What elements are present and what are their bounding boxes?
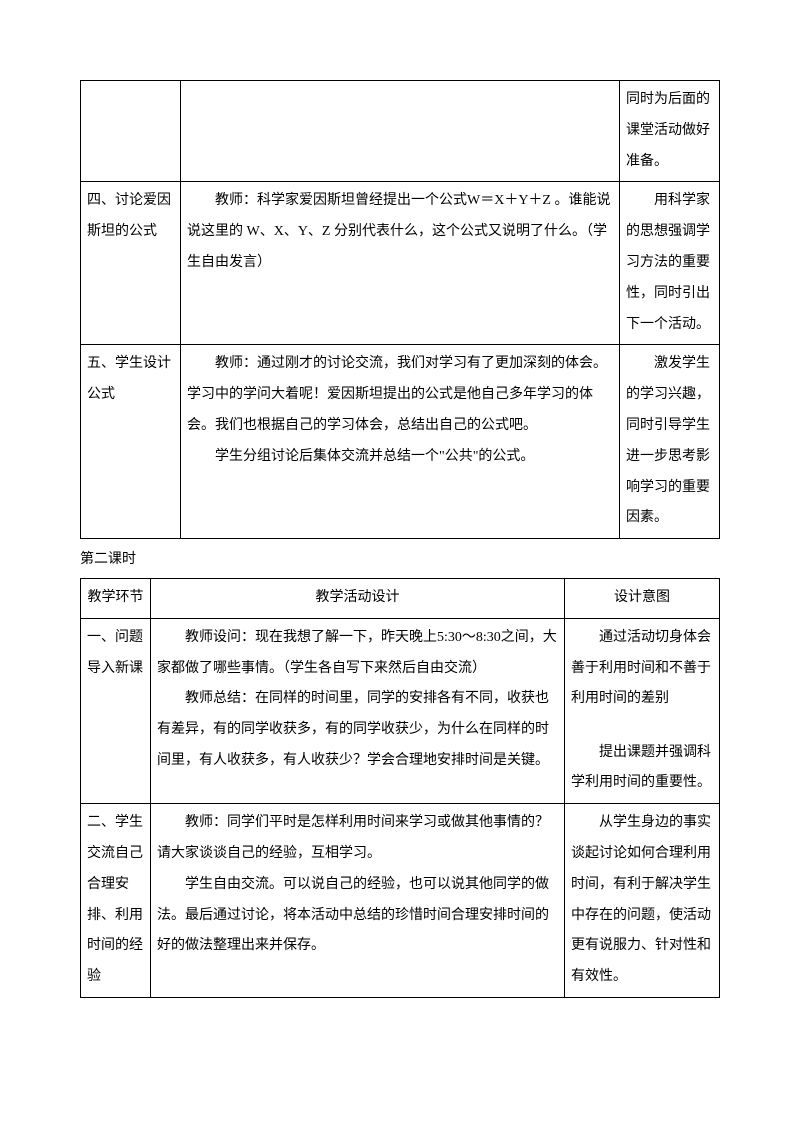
paragraph: 教师：科学家爱因斯坦曾经提出一个公式W＝X＋Y＋Z 。谁能说说这里的 W、X、Y… (187, 186, 613, 278)
table-row: 五、学生设计公式 教师：通过刚才的讨论交流，我们对学习有了更加深刻的体会。学习中… (81, 345, 720, 539)
cell-activity: 教师：科学家爱因斯坦曾经提出一个公式W＝X＋Y＋Z 。谁能说说这里的 W、X、Y… (181, 182, 620, 345)
cell-intent: 同时为后面的课堂活动做好准备。 (620, 81, 720, 182)
paragraph: 教师总结：在同样的时间里，同学的安排各有不同，收获也有差异，有的同学收获多，有的… (157, 684, 558, 776)
lesson-table-2: 教学环节 教学活动设计 设计意图 一、问题导入新课 教师设问：现在我想了解一下，… (80, 578, 720, 998)
paragraph: 从学生身边的事实谈起讨论如何合理利用时间，有利于解决学生中存在的问题，使活动更有… (571, 808, 713, 993)
cell-stage (81, 81, 181, 182)
cell-activity: 教师：通过刚才的讨论交流，我们对学习有了更加深刻的体会。学习中的学问大着呢！爱因… (181, 345, 620, 539)
paragraph: 用科学家的思想强调学习方法的重要性，同时引出下一个活动。 (626, 186, 713, 340)
header-activity: 教学活动设计 (151, 578, 565, 618)
paragraph: 提出课题并强调科学利用时间的重要性。 (571, 738, 713, 800)
cell-stage: 一、问题导入新课 (81, 618, 151, 803)
paragraph: 学生分组讨论后集体交流并总结一个"公共"的公式。 (187, 442, 613, 473)
cell-intent: 用科学家的思想强调学习方法的重要性，同时引出下一个活动。 (620, 182, 720, 345)
paragraph: 通过活动切身体会善于利用时间和不善于利用时间的差别 (571, 623, 713, 715)
paragraph: 教师设问：现在我想了解一下，昨天晚上5:30～8:30之间，大家都做了哪些事情。… (157, 623, 558, 685)
paragraph: 学生自由交流。可以说自己的经验，也可以说其他同学的做法。最后通过讨论，将本活动中… (157, 870, 558, 962)
table-row: 一、问题导入新课 教师设问：现在我想了解一下，昨天晚上5:30～8:30之间，大… (81, 618, 720, 803)
cell-stage: 四、讨论爱因斯坦的公式 (81, 182, 181, 345)
header-stage: 教学环节 (81, 578, 151, 618)
table-row: 同时为后面的课堂活动做好准备。 (81, 81, 720, 182)
section-title: 第二课时 (80, 545, 720, 576)
paragraph: 教师：通过刚才的讨论交流，我们对学习有了更加深刻的体会。学习中的学问大着呢！爱因… (187, 349, 613, 441)
cell-activity (181, 81, 620, 182)
cell-intent: 激发学生的学习兴趣，同时引导学生进一步思考影响学习的重要因素。 (620, 345, 720, 539)
table-header-row: 教学环节 教学活动设计 设计意图 (81, 578, 720, 618)
cell-stage: 二、学生交流自己合理安排、利用时间的经验 (81, 804, 151, 998)
paragraph: 教师：同学们平时是怎样利用时间来学习或做其他事情的？请大家谈谈自己的经验，互相学… (157, 808, 558, 870)
lesson-table-1: 同时为后面的课堂活动做好准备。 四、讨论爱因斯坦的公式 教师：科学家爱因斯坦曾经… (80, 80, 720, 539)
table-row: 四、讨论爱因斯坦的公式 教师：科学家爱因斯坦曾经提出一个公式W＝X＋Y＋Z 。谁… (81, 182, 720, 345)
cell-activity: 教师：同学们平时是怎样利用时间来学习或做其他事情的？请大家谈谈自己的经验，互相学… (151, 804, 565, 998)
cell-intent: 通过活动切身体会善于利用时间和不善于利用时间的差别 提出课题并强调科学利用时间的… (565, 618, 720, 803)
cell-stage: 五、学生设计公式 (81, 345, 181, 539)
cell-intent: 从学生身边的事实谈起讨论如何合理利用时间，有利于解决学生中存在的问题，使活动更有… (565, 804, 720, 998)
cell-activity: 教师设问：现在我想了解一下，昨天晚上5:30～8:30之间，大家都做了哪些事情。… (151, 618, 565, 803)
table-row: 二、学生交流自己合理安排、利用时间的经验 教师：同学们平时是怎样利用时间来学习或… (81, 804, 720, 998)
header-intent: 设计意图 (565, 578, 720, 618)
paragraph: 激发学生的学习兴趣，同时引导学生进一步思考影响学习的重要因素。 (626, 349, 713, 534)
